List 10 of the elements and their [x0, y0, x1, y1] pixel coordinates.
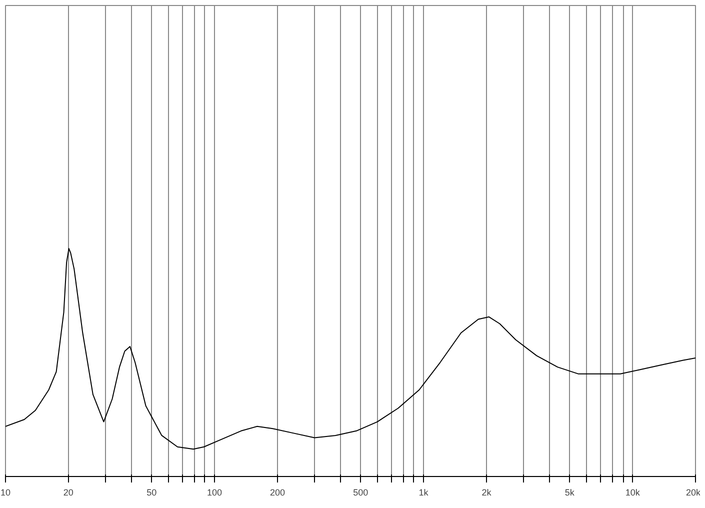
x-tick-label: 200: [270, 488, 285, 498]
x-tick-label: 10: [0, 488, 11, 498]
x-tick-label: 5k: [564, 488, 575, 498]
x-tick-label: 2k: [482, 488, 492, 498]
x-tick-label: 50: [146, 488, 157, 498]
x-tick-label: 500: [353, 488, 368, 498]
x-tick-label: 100: [207, 488, 222, 498]
x-tick-label: 1k: [418, 488, 429, 498]
x-tick-label: 10k: [625, 488, 640, 498]
x-tick-label: 20: [63, 488, 74, 498]
